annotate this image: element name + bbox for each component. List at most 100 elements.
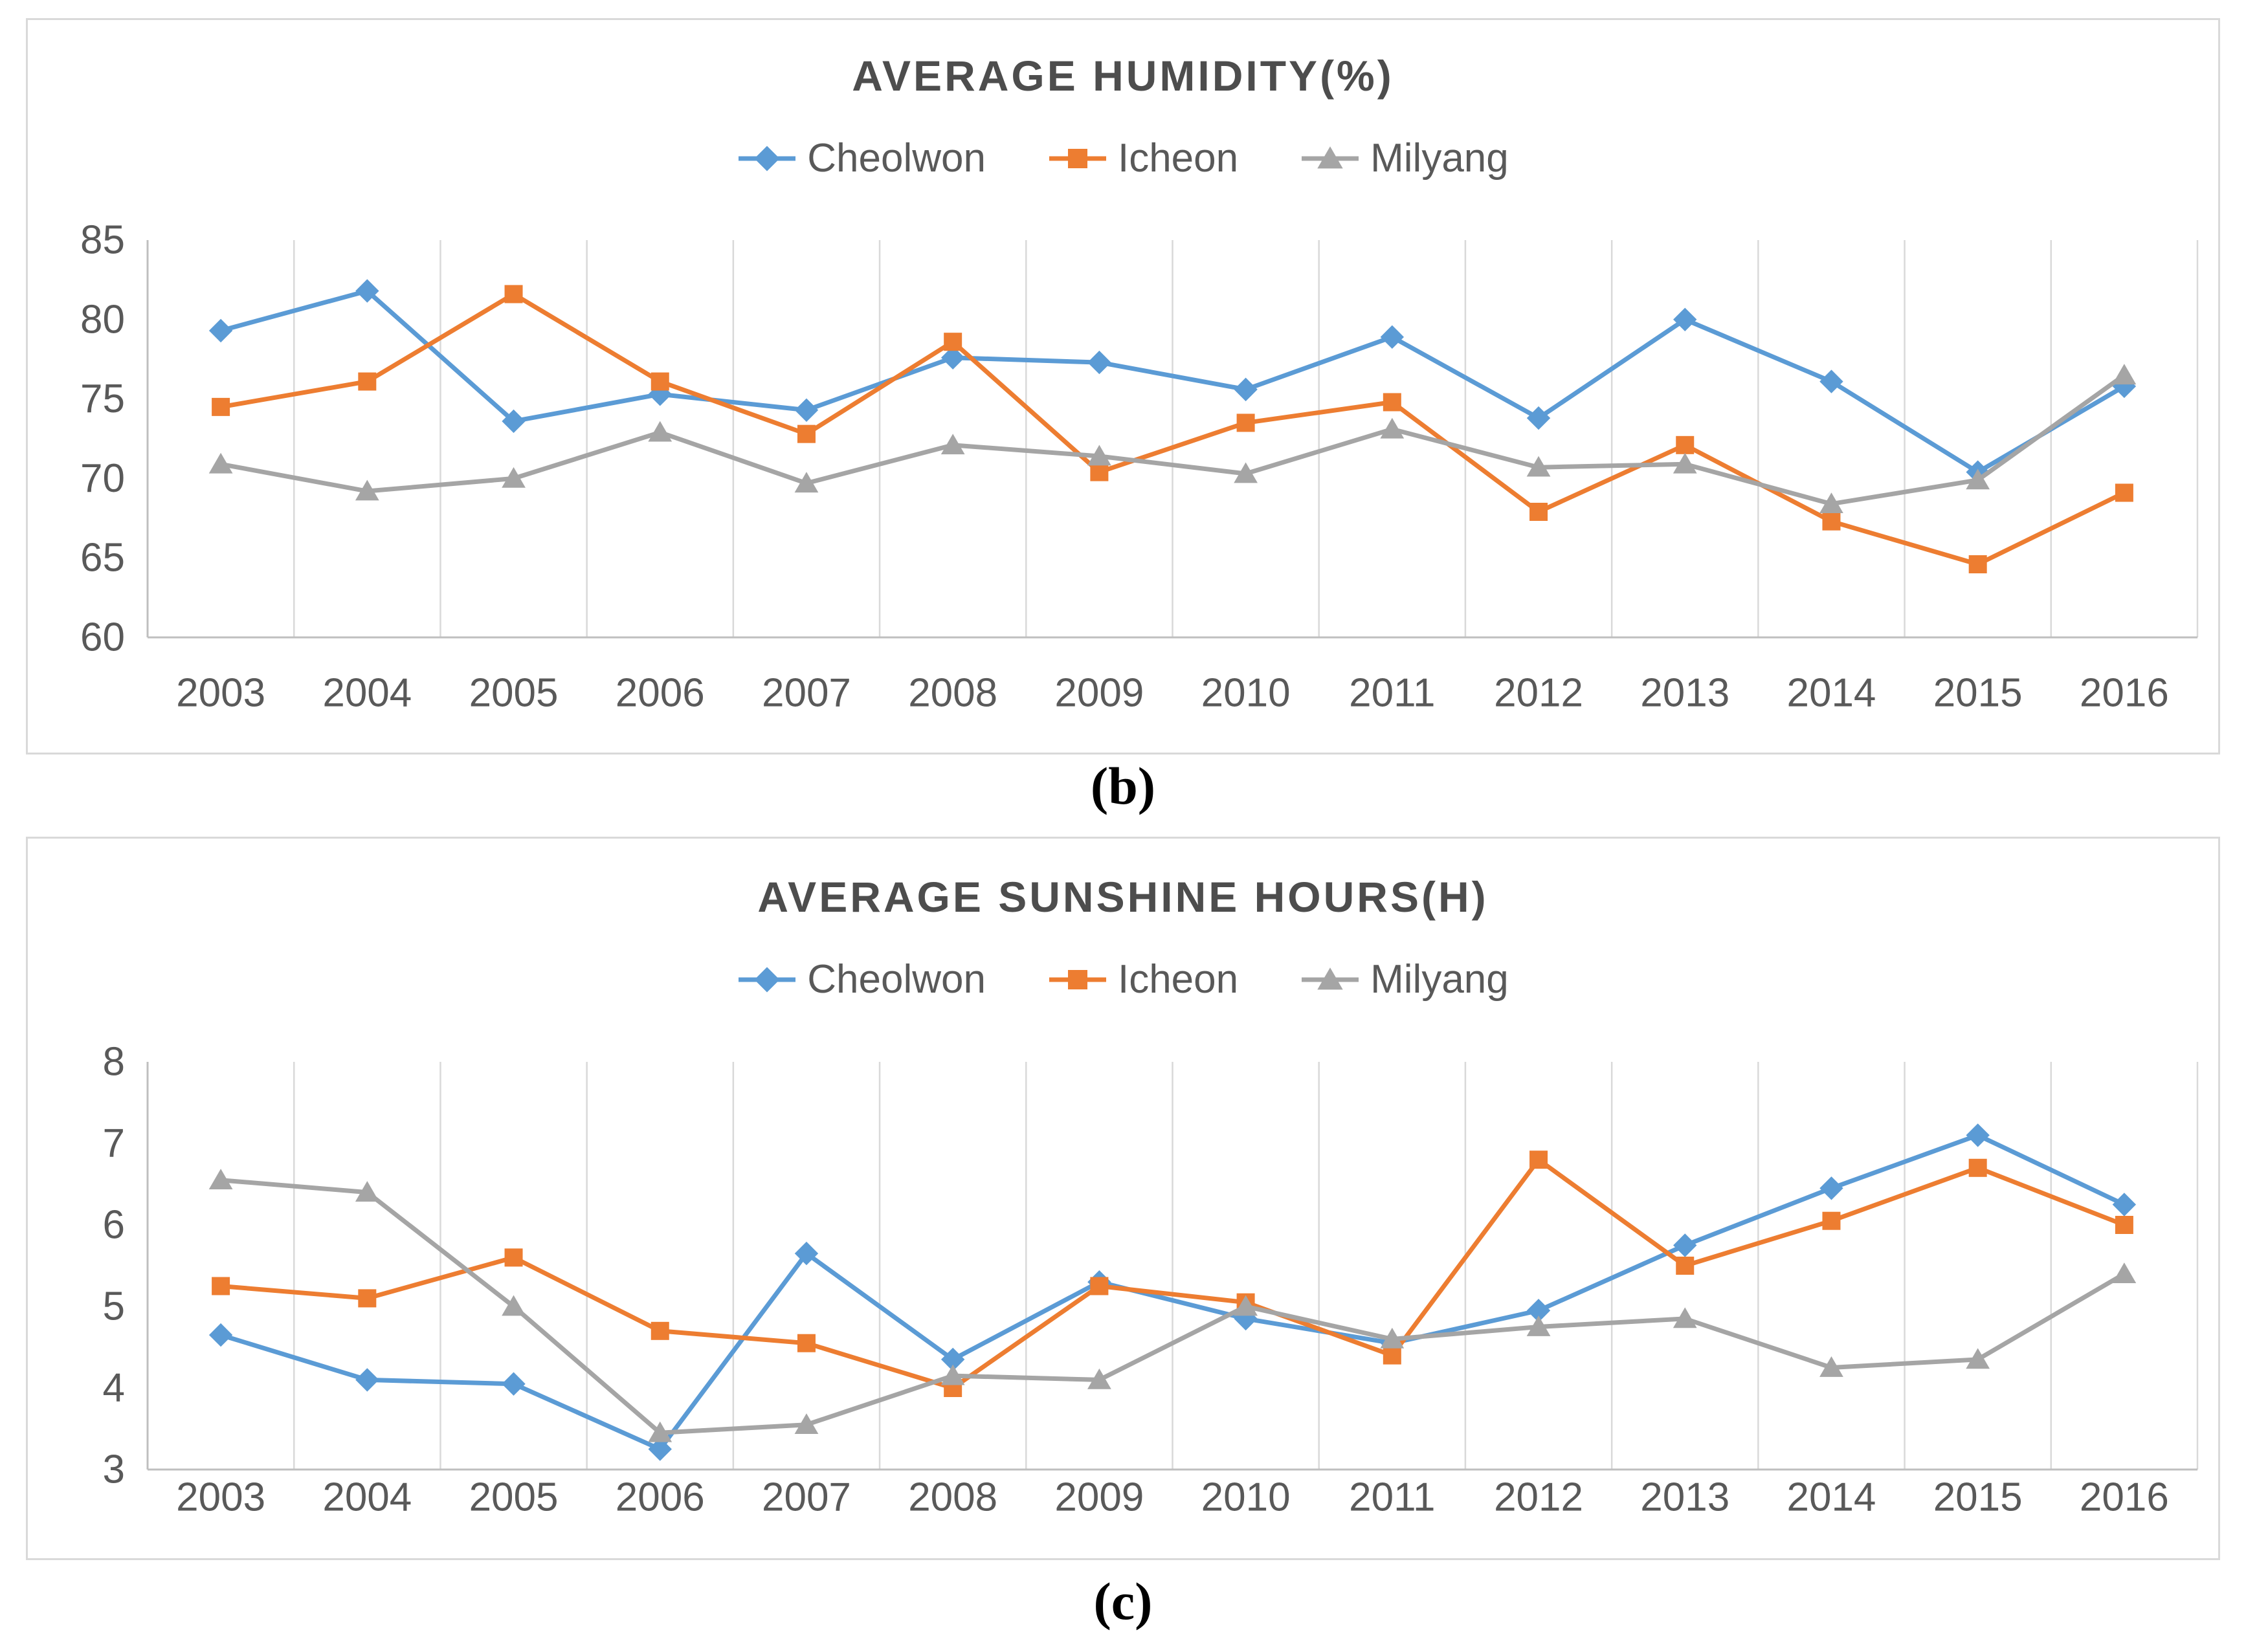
sunshine-plot-area: 3 4 5 6 7 8 2003 2004 2005 2006 2007 2008 2009 2010 20… <box>103 1040 2199 1520</box>
legend-item-icheon: Icheon <box>1048 956 1238 1002</box>
caption-c: (c) <box>1093 1572 1153 1631</box>
legend-marker <box>1317 967 1343 989</box>
data-point-marker <box>1383 1346 1401 1365</box>
humidity-chart-legend: Cheolwon Icheon Milyang <box>28 135 2218 181</box>
x-tick-label: 2011 <box>1349 671 1435 716</box>
x-tick-label: 2004 <box>322 1475 412 1520</box>
x-tick-label: 2009 <box>1054 1475 1144 1520</box>
data-point-marker <box>208 1169 233 1190</box>
data-point-marker <box>1966 1348 1990 1369</box>
y-tick-label: 75 <box>80 377 125 421</box>
data-point-marker <box>1819 492 1843 514</box>
data-point-marker <box>650 372 669 391</box>
x-tick-label: 2013 <box>1640 1475 1729 1520</box>
x-tick-label: 2014 <box>1786 1475 1876 1520</box>
data-point-marker <box>794 398 819 422</box>
data-point-marker <box>1526 1316 1551 1336</box>
data-point-marker <box>1526 456 1551 477</box>
data-point-marker <box>1968 1158 1987 1177</box>
data-point-marker <box>1087 445 1111 466</box>
y-tick-label: 85 <box>80 218 125 263</box>
milyang-line-marker-icon <box>1302 967 1359 989</box>
data-point-marker <box>1234 462 1258 483</box>
legend-label: Cheolwon <box>807 957 986 1002</box>
humidity-plot-area: 60 65 70 75 80 85 2003 2004 2005 2006 2007 2008 2009… <box>80 218 2199 716</box>
legend-marker <box>754 146 780 171</box>
data-point-marker <box>212 397 230 416</box>
x-tick-label: 2012 <box>1494 671 1583 716</box>
x-tick-label: 2015 <box>1933 1475 2023 1520</box>
legend-label: Cheolwon <box>807 136 986 181</box>
data-point-marker <box>502 1295 526 1316</box>
cheolwon-line-marker-icon <box>739 146 796 171</box>
legend-label: Milyang <box>1370 136 1509 181</box>
x-tick-label: 2005 <box>469 1475 559 1520</box>
x-tick-label: 2003 <box>176 671 265 716</box>
x-tick-label: 2015 <box>1933 671 2023 716</box>
data-point-marker <box>648 1421 673 1442</box>
x-tick-label: 2006 <box>616 1475 705 1520</box>
x-tick-label: 2007 <box>762 671 851 716</box>
data-point-marker <box>1676 435 1695 454</box>
data-point-marker <box>502 409 526 434</box>
x-tick-label: 2006 <box>616 671 705 716</box>
data-point-marker <box>1087 350 1111 375</box>
y-tick-label: 7 <box>103 1121 125 1166</box>
legend-marker <box>1067 969 1087 989</box>
data-point-marker <box>1380 1327 1405 1349</box>
data-point-marker <box>648 421 673 442</box>
data-point-marker <box>1234 1306 1258 1331</box>
data-point-marker <box>1673 452 1697 474</box>
y-tick-label: 65 <box>80 536 125 580</box>
data-point-marker <box>794 472 819 493</box>
x-tick-label: 2011 <box>1349 1475 1435 1520</box>
data-point-marker <box>504 1248 523 1267</box>
legend-item-icheon: Icheon <box>1048 135 1238 181</box>
x-tick-label: 2016 <box>2080 671 2169 716</box>
legend-marker <box>754 967 780 992</box>
legend-label: Icheon <box>1117 957 1239 1002</box>
x-tick-label: 2014 <box>1786 671 1876 716</box>
x-tick-label: 2010 <box>1201 671 1291 716</box>
x-tick-label: 2016 <box>2080 1475 2169 1520</box>
data-point-marker <box>208 452 233 474</box>
milyang-line-marker-icon <box>1302 146 1359 168</box>
data-point-marker <box>355 1181 379 1202</box>
data-point-marker <box>358 1289 377 1308</box>
data-point-marker <box>1380 417 1405 439</box>
data-point-marker <box>1822 1211 1841 1230</box>
data-point-marker <box>355 279 379 303</box>
legend-label: Icheon <box>1117 136 1239 181</box>
data-point-marker <box>1526 406 1551 430</box>
data-point-marker <box>1968 555 1987 574</box>
data-point-marker <box>502 1372 526 1396</box>
data-point-marker <box>944 333 962 351</box>
series-line-cheolwon <box>218 289 2127 475</box>
series-line-milyang <box>218 373 2127 507</box>
data-point-marker <box>1090 463 1109 481</box>
x-tick-label: 2010 <box>1201 1475 1291 1520</box>
sunshine-chart-panel: AVERAGE SUNSHINE HOURS(H) Cheolwon Icheo… <box>26 837 2220 1560</box>
series-line-icheon <box>218 292 2127 567</box>
data-point-marker <box>794 1413 819 1435</box>
y-tick-label: 60 <box>80 615 125 660</box>
legend-item-cheolwon: Cheolwon <box>737 956 986 1002</box>
y-tick-label: 6 <box>103 1203 125 1248</box>
data-point-marker <box>1234 377 1258 402</box>
x-tick-label: 2004 <box>322 671 412 716</box>
data-point-marker <box>1673 1307 1697 1328</box>
data-point-marker <box>797 424 816 443</box>
data-point-marker <box>1676 1257 1695 1275</box>
series-line-milyang <box>218 1178 2127 1435</box>
data-point-marker <box>2115 483 2133 502</box>
data-point-marker <box>1526 1299 1551 1323</box>
data-point-marker <box>358 372 377 391</box>
sunshine-chart-legend: Cheolwon Icheon Milyang <box>28 956 2218 1002</box>
data-point-marker <box>794 1241 819 1266</box>
data-point-marker <box>2112 1262 2137 1283</box>
icheon-line-marker-icon <box>1049 148 1106 168</box>
y-tick-label: 3 <box>103 1448 125 1492</box>
data-point-marker <box>1383 393 1401 412</box>
data-point-marker <box>2112 1193 2137 1217</box>
